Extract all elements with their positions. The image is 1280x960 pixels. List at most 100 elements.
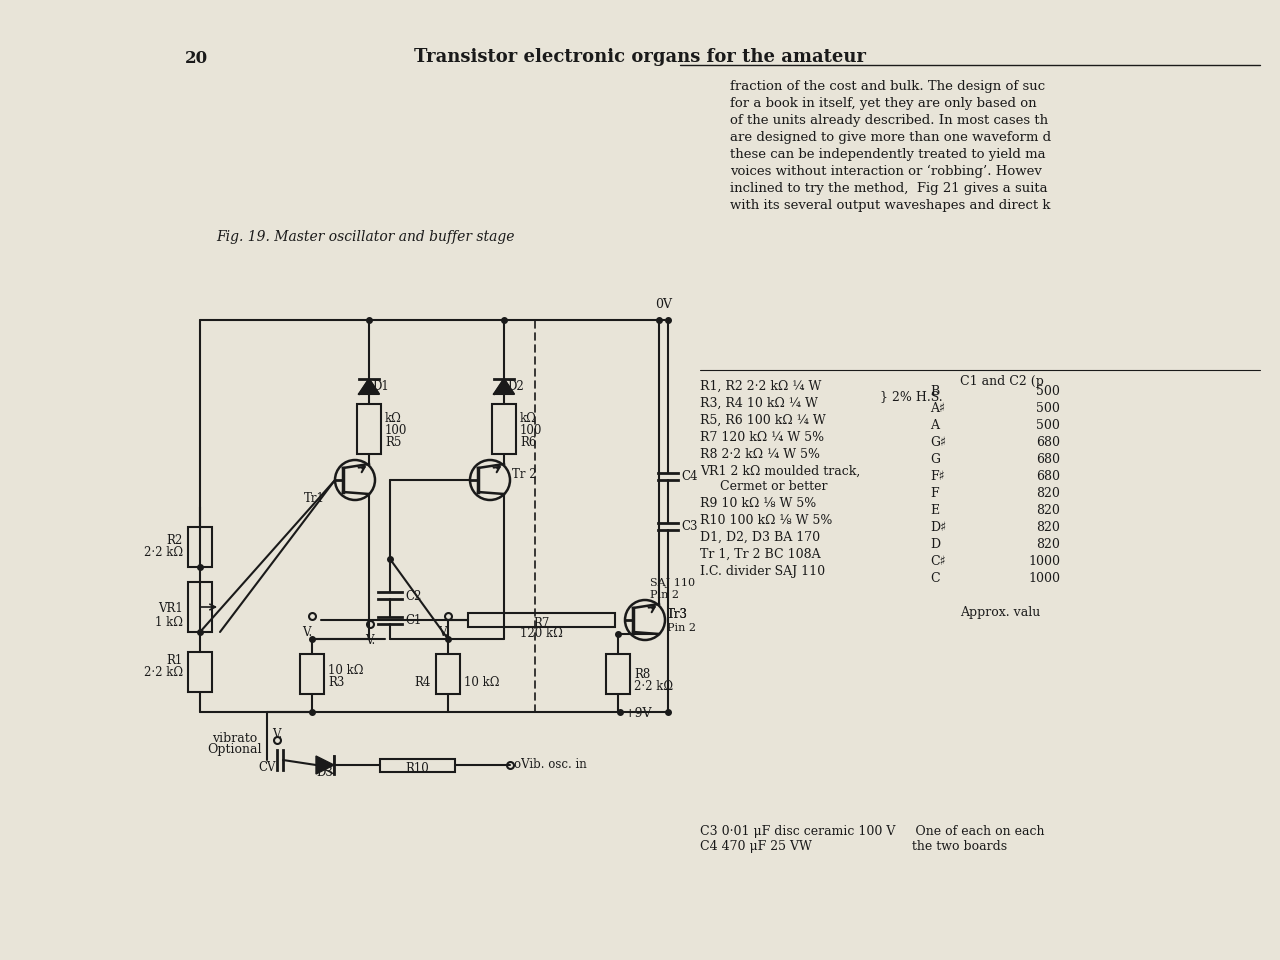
- Text: 1000: 1000: [1028, 572, 1060, 585]
- Text: SAJ 110: SAJ 110: [650, 578, 695, 588]
- Text: 2·2 kΩ: 2·2 kΩ: [143, 545, 183, 559]
- Text: D: D: [931, 538, 940, 551]
- Text: B: B: [931, 385, 940, 398]
- Text: 500: 500: [1036, 419, 1060, 432]
- Text: R4: R4: [415, 676, 431, 688]
- Text: C1 and C2 (p: C1 and C2 (p: [960, 375, 1044, 388]
- Text: R10 100 kΩ ⅛ W 5%: R10 100 kΩ ⅛ W 5%: [700, 514, 832, 527]
- Text: fraction of the cost and bulk. The design of suc: fraction of the cost and bulk. The desig…: [730, 80, 1046, 93]
- Text: G: G: [931, 453, 940, 466]
- Text: 1000: 1000: [1028, 555, 1060, 568]
- Text: A: A: [931, 419, 940, 432]
- Text: V.: V.: [438, 626, 448, 639]
- Text: Tr 2: Tr 2: [512, 468, 536, 482]
- Text: C4: C4: [681, 470, 698, 484]
- Text: E: E: [931, 504, 940, 517]
- Text: C: C: [931, 572, 940, 585]
- Text: R9 10 kΩ ⅛ W 5%: R9 10 kΩ ⅛ W 5%: [700, 497, 817, 510]
- Text: VR1 2 kΩ moulded track,: VR1 2 kΩ moulded track,: [700, 465, 860, 478]
- Text: +9V: +9V: [625, 707, 653, 720]
- Text: R6: R6: [520, 436, 536, 448]
- Text: 10 kΩ: 10 kΩ: [328, 663, 364, 677]
- Bar: [188, 652, 212, 692]
- Text: C2: C2: [404, 589, 421, 603]
- Text: of the units already described. In most cases th: of the units already described. In most …: [730, 114, 1048, 127]
- Text: C♯: C♯: [931, 555, 946, 568]
- Text: C1: C1: [404, 614, 421, 628]
- Text: 2·2 kΩ: 2·2 kΩ: [143, 665, 183, 679]
- Text: Optional: Optional: [207, 743, 262, 756]
- Text: } 2% H.S.: } 2% H.S.: [881, 390, 942, 403]
- Text: D1: D1: [372, 379, 389, 393]
- Text: G♯: G♯: [931, 436, 946, 449]
- Text: R8 2·2 kΩ ¼ W 5%: R8 2·2 kΩ ¼ W 5%: [700, 448, 820, 461]
- Text: R2: R2: [166, 534, 183, 546]
- Text: 10 kΩ: 10 kΩ: [465, 676, 499, 688]
- Text: C3: C3: [681, 520, 698, 534]
- Text: R8: R8: [634, 667, 650, 681]
- Text: Pin 2: Pin 2: [667, 623, 696, 633]
- Text: Transistor electronic organs for the amateur: Transistor electronic organs for the ama…: [413, 48, 867, 66]
- Text: 2·2 kΩ: 2·2 kΩ: [634, 680, 673, 692]
- Text: inclined to try the method,  Fig 21 gives a suita: inclined to try the method, Fig 21 gives…: [730, 182, 1047, 195]
- Text: R3, R4 10 kΩ ¼ W: R3, R4 10 kΩ ¼ W: [700, 397, 818, 410]
- Polygon shape: [358, 379, 379, 394]
- Polygon shape: [494, 379, 515, 394]
- Text: CV: CV: [259, 761, 275, 774]
- Text: are designed to give more than one waveform d: are designed to give more than one wavef…: [730, 131, 1051, 144]
- Text: I.C. divider SAJ 110: I.C. divider SAJ 110: [700, 565, 826, 578]
- Text: 820: 820: [1036, 504, 1060, 517]
- Bar: [300, 654, 324, 694]
- Text: D3: D3: [316, 766, 333, 779]
- Text: kΩ: kΩ: [385, 412, 402, 424]
- Bar: [468, 613, 614, 627]
- Text: 20: 20: [186, 50, 209, 67]
- Text: R10: R10: [406, 762, 429, 775]
- Text: F: F: [931, 487, 938, 500]
- Text: Tr3: Tr3: [667, 609, 689, 621]
- Text: R5: R5: [385, 436, 402, 448]
- Bar: [436, 654, 460, 694]
- Text: vibrato: vibrato: [212, 732, 257, 745]
- Text: C4 470 μF 25 VW                         the two boards: C4 470 μF 25 VW the two boards: [700, 840, 1007, 853]
- Text: R7: R7: [534, 617, 549, 630]
- Text: Tr3: Tr3: [667, 609, 689, 621]
- Text: Pin 2: Pin 2: [650, 590, 678, 600]
- Text: kΩ: kΩ: [520, 412, 536, 424]
- Text: R3: R3: [328, 676, 344, 688]
- Text: 0V: 0V: [655, 298, 672, 311]
- Bar: [605, 654, 630, 694]
- Text: voices without interaction or ‘robbing’. Howev: voices without interaction or ‘robbing’.…: [730, 165, 1042, 179]
- Text: D2: D2: [507, 379, 524, 393]
- Text: V.: V.: [365, 634, 375, 647]
- Text: for a book in itself, yet they are only based on: for a book in itself, yet they are only …: [730, 97, 1037, 110]
- Text: Tr 1, Tr 2 BC 108A: Tr 1, Tr 2 BC 108A: [700, 548, 820, 561]
- Text: R5, R6 100 kΩ ¼ W: R5, R6 100 kΩ ¼ W: [700, 414, 826, 427]
- Text: 820: 820: [1036, 487, 1060, 500]
- Text: R1: R1: [166, 654, 183, 666]
- Text: 120 kΩ: 120 kΩ: [520, 627, 563, 640]
- Text: these can be independently treated to yield ma: these can be independently treated to yi…: [730, 148, 1046, 161]
- Text: V.: V.: [271, 728, 282, 741]
- Text: C3 0·01 μF disc ceramic 100 V     One of each on each: C3 0·01 μF disc ceramic 100 V One of eac…: [700, 825, 1044, 838]
- Text: R7 120 kΩ ¼ W 5%: R7 120 kΩ ¼ W 5%: [700, 431, 824, 444]
- Text: 1 kΩ: 1 kΩ: [155, 615, 183, 629]
- Text: D1, D2, D3 BA 170: D1, D2, D3 BA 170: [700, 531, 820, 544]
- Bar: [188, 527, 212, 567]
- Text: A♯: A♯: [931, 402, 945, 415]
- Bar: [492, 404, 516, 454]
- Text: Fig. 19. Master oscillator and buffer stage: Fig. 19. Master oscillator and buffer st…: [216, 230, 515, 244]
- Text: 500: 500: [1036, 385, 1060, 398]
- Text: with its several output waveshapes and direct k: with its several output waveshapes and d…: [730, 199, 1051, 212]
- Text: 820: 820: [1036, 538, 1060, 551]
- Text: 500: 500: [1036, 402, 1060, 415]
- Bar: [188, 582, 212, 632]
- Bar: [357, 404, 381, 454]
- Text: 680: 680: [1036, 453, 1060, 466]
- Text: Cermet or better: Cermet or better: [719, 480, 827, 493]
- Text: 100: 100: [520, 423, 543, 437]
- Text: D♯: D♯: [931, 521, 946, 534]
- Text: oVib. osc. in: oVib. osc. in: [515, 758, 586, 772]
- Text: Approx. valu: Approx. valu: [960, 606, 1041, 619]
- Bar: [380, 758, 454, 772]
